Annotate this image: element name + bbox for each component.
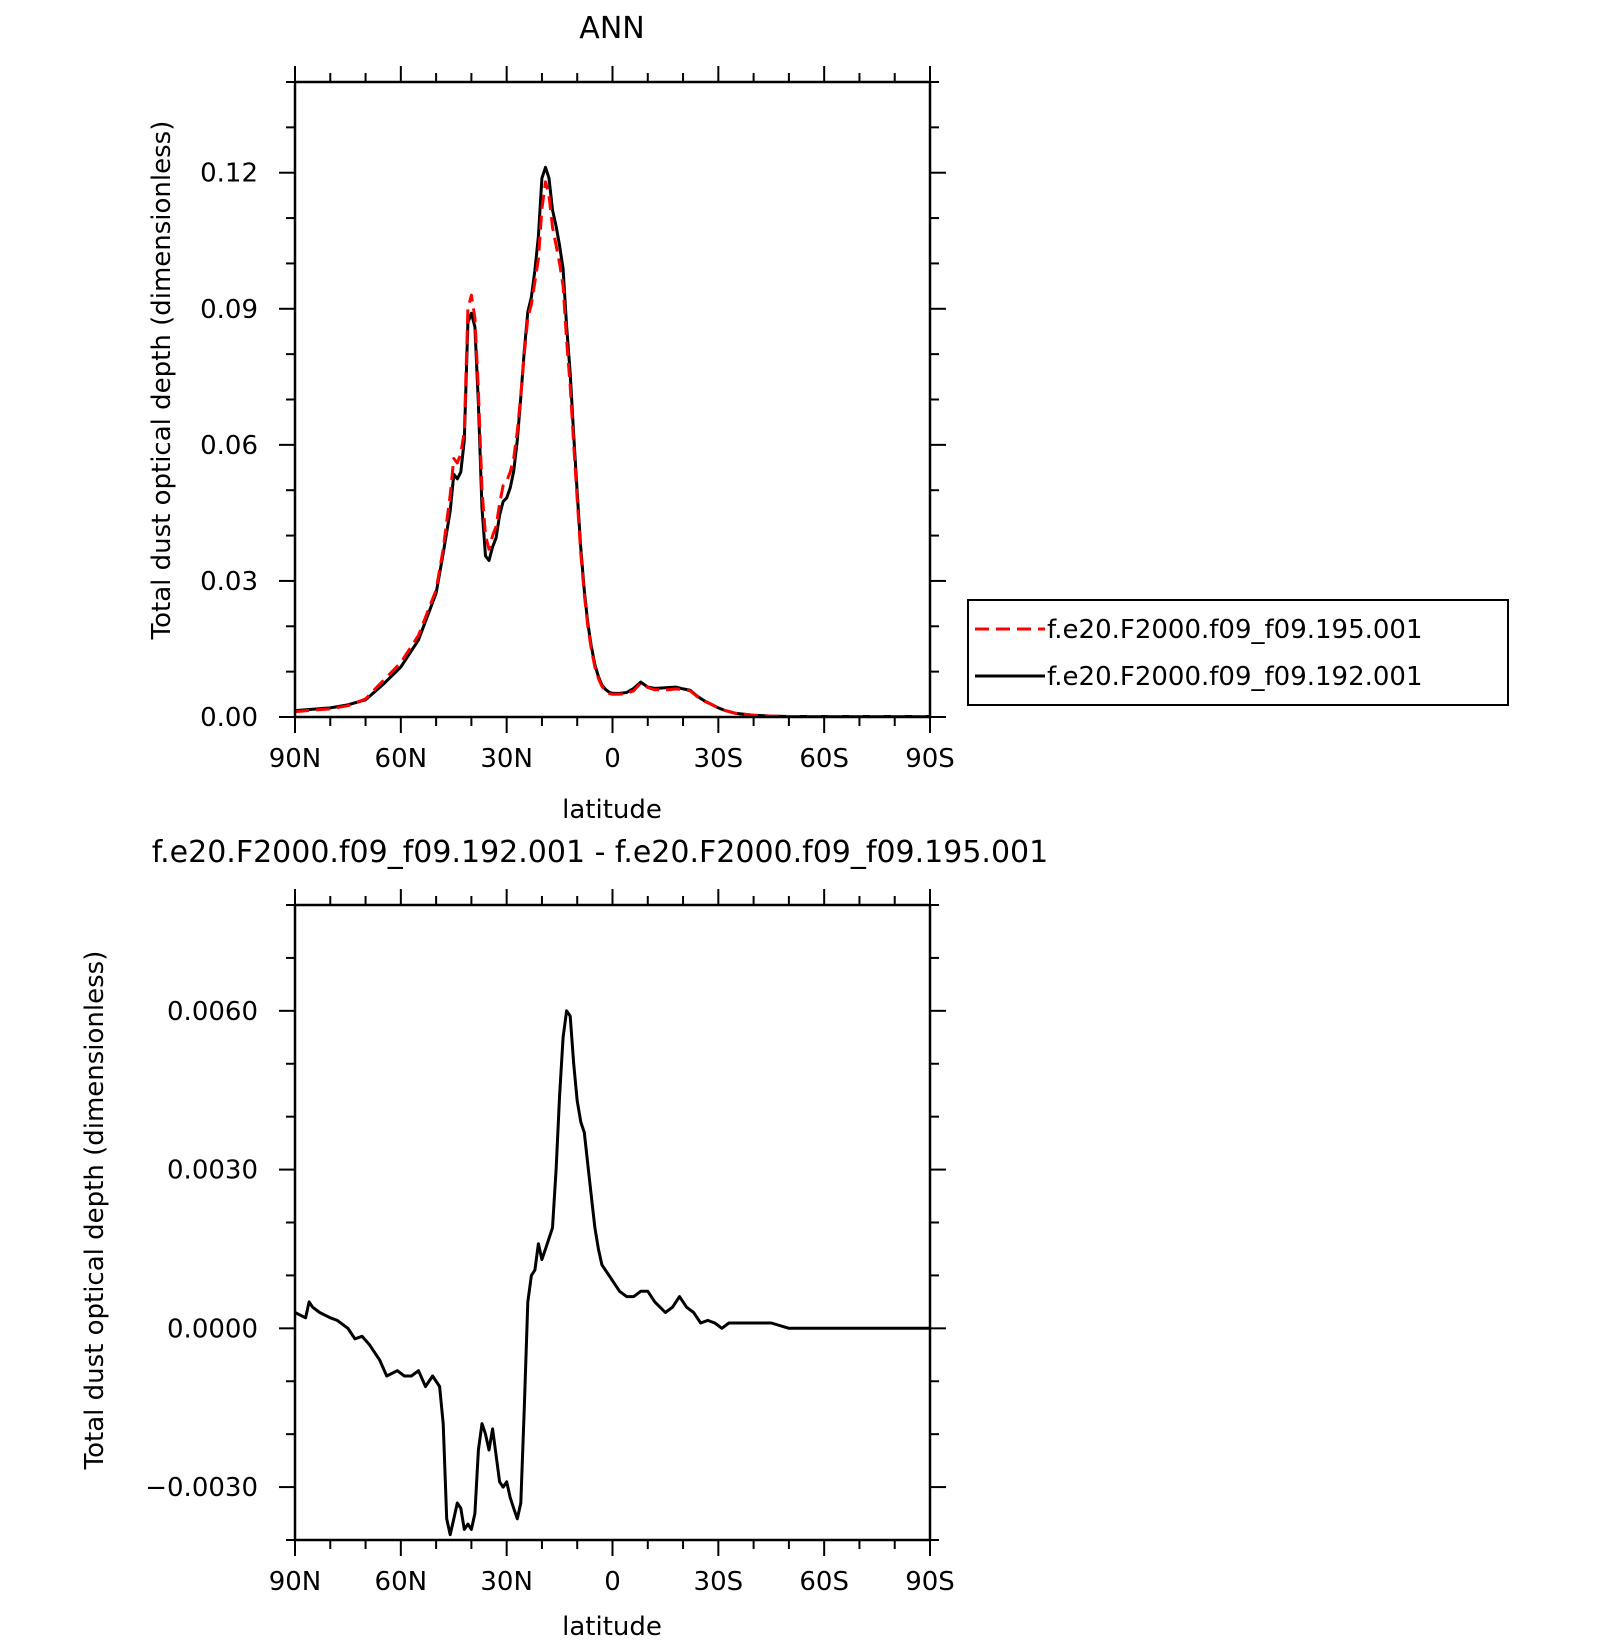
x-tick-label: 60N (375, 1567, 428, 1597)
top-plot-frame (293, 80, 932, 719)
x-tick-label: 60N (375, 744, 428, 774)
bottom-ticks (279, 889, 946, 1556)
y-tick-label: −0.0030 (145, 1473, 258, 1503)
y-tick-label: 0.00 (200, 703, 258, 733)
top-title: ANN (579, 11, 644, 46)
bottom-plot-frame (293, 903, 932, 1542)
bottom-title: f.e20.F2000.f09_f09.192.001 - f.e20.F200… (152, 835, 1048, 870)
series-line-difference (294, 1009, 930, 1537)
series-line-195 (294, 180, 930, 718)
x-tick-label: 90S (905, 744, 955, 774)
bottom-y-axis-label: Total dust optical depth (dimensionless) (80, 951, 110, 1471)
x-tick-label: 0 (604, 1567, 621, 1597)
top-lines (294, 165, 930, 718)
x-tick-label: 90N (269, 744, 322, 774)
x-tick-label: 60S (799, 744, 849, 774)
y-tick-label: 0.0060 (167, 997, 258, 1027)
legend-box (967, 599, 1509, 706)
legend-label-195: f.e20.F2000.f09_f09.195.001 (1047, 615, 1423, 645)
top-x-axis-label: latitude (562, 795, 662, 825)
top-tick-labels: 90N 60N 30N 0 30S 60S 90S 0.00 0.03 0.06 0.09 0.12 (200, 159, 955, 774)
y-tick-label: 0.0030 (167, 1156, 258, 1186)
y-tick-label: 0.03 (200, 567, 258, 597)
bottom-x-axis-label: latitude (562, 1612, 662, 1641)
x-tick-label: 30N (480, 1567, 533, 1597)
x-tick-label: 30S (694, 744, 744, 774)
legend-label-192: f.e20.F2000.f09_f09.192.001 (1047, 662, 1423, 692)
y-tick-label: 0.12 (200, 159, 258, 189)
x-tick-label: 60S (799, 1567, 849, 1597)
x-tick-label: 90N (269, 1567, 322, 1597)
legend: f.e20.F2000.f09_f09.195.001 f.e20.F2000.… (967, 599, 1509, 706)
x-tick-label: 90S (905, 1567, 955, 1597)
top-panel: ANN Total dust optical depth (dimensionl… (147, 11, 1509, 825)
bottom-panel: f.e20.F2000.f09_f09.192.001 - f.e20.F200… (80, 835, 1048, 1641)
y-tick-label: 0.06 (200, 431, 258, 461)
y-tick-label: 0.0000 (167, 1314, 258, 1344)
x-tick-label: 30S (694, 1567, 744, 1597)
series-line-192 (294, 165, 930, 718)
top-ticks (279, 66, 946, 733)
x-tick-label: 30N (480, 744, 533, 774)
y-tick-label: 0.09 (200, 295, 258, 325)
top-y-axis-label: Total dust optical depth (dimensionless) (147, 121, 177, 641)
bottom-lines (294, 1009, 930, 1537)
x-tick-label: 0 (604, 744, 621, 774)
bottom-tick-labels: 90N 60N 30N 0 30S 60S 90S −0.0030 0.0000 0.0030 0.… (145, 997, 955, 1597)
